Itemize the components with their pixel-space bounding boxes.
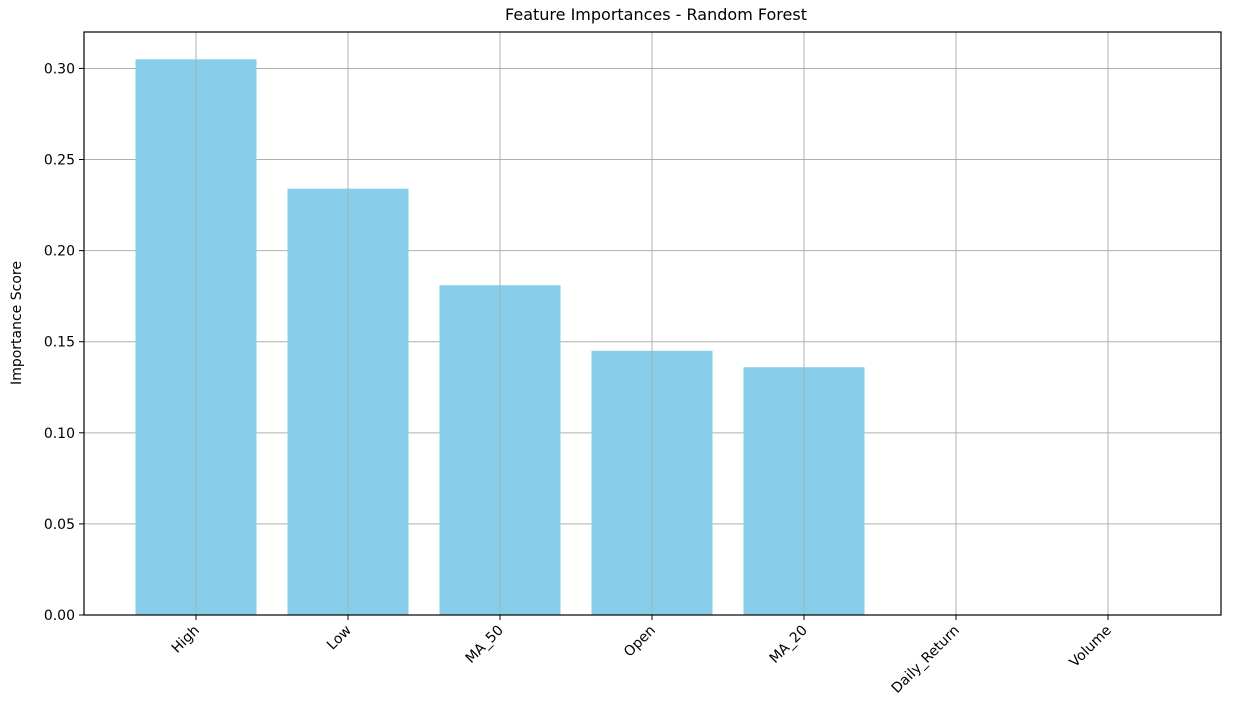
y-tick-label: 0.15 bbox=[44, 335, 75, 351]
x-tick-label: Open bbox=[621, 623, 659, 661]
y-tick-label: 0.10 bbox=[44, 426, 75, 442]
y-tick-label: 0.00 bbox=[44, 608, 75, 624]
chart-title: Feature Importances - Random Forest bbox=[505, 5, 807, 24]
x-tick-label: Daily_Return bbox=[889, 623, 963, 697]
x-tick-label: MA_20 bbox=[767, 623, 811, 667]
y-tick-label: 0.30 bbox=[44, 61, 75, 77]
y-tick-label: 0.05 bbox=[44, 517, 75, 533]
x-tick-label: Volume bbox=[1067, 623, 1115, 671]
x-tick-label: High bbox=[169, 623, 203, 657]
x-axis-ticks: High Low MA_50 Open MA_20 Daily_Return Volume bbox=[169, 615, 1115, 697]
vertical-grid-layer bbox=[195, 32, 1109, 615]
y-axis-ticks: 0.00 0.05 0.10 0.15 0.20 0.25 0.30 bbox=[44, 61, 84, 624]
y-tick-label: 0.20 bbox=[44, 244, 75, 260]
y-axis-label: Importance Score bbox=[9, 261, 25, 385]
x-tick-label: MA_50 bbox=[463, 623, 507, 667]
x-tick-label: Low bbox=[324, 623, 355, 654]
y-tick-label: 0.25 bbox=[44, 153, 75, 169]
